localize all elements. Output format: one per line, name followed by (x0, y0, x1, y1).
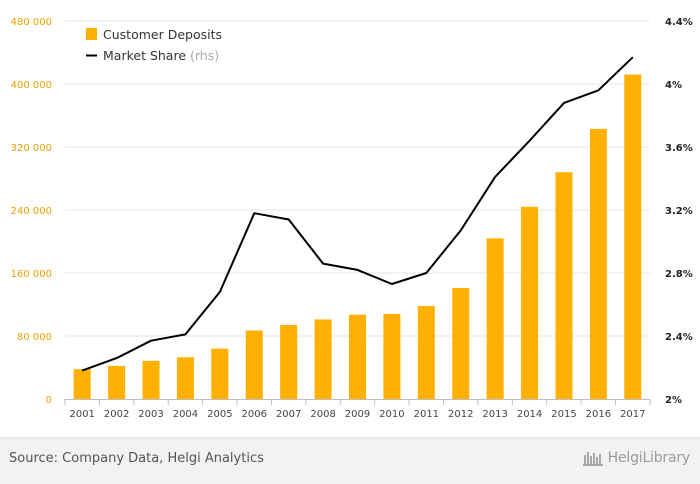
bar (73, 369, 91, 399)
x-tick-label: 2017 (620, 409, 645, 420)
y-right-tick-label: 2.4% (665, 332, 693, 343)
x-tick-label: 2011 (414, 409, 439, 420)
y-right-tick-label: 2% (665, 395, 682, 406)
bar (314, 319, 332, 399)
x-tick-label: 2003 (138, 409, 163, 420)
y-left-tick-label: 400 000 (11, 80, 52, 91)
bar (589, 128, 607, 399)
library-logo-icon (582, 452, 603, 466)
bar (555, 172, 573, 399)
x-tick-label: 2001 (69, 409, 94, 420)
y-left-tick-label: 0 (46, 395, 52, 406)
y-right-tick-label: 4.4% (665, 17, 693, 28)
bar (349, 314, 366, 399)
bar (486, 238, 504, 399)
x-tick-label: 2009 (345, 409, 370, 420)
legend-label-deposits: Customer Deposits (103, 27, 222, 42)
line-series (81, 56, 634, 372)
svg-text:Market Share(rhs): Market Share (rhs) (103, 48, 219, 63)
x-tick-label: 2013 (482, 409, 507, 420)
bar (521, 206, 539, 399)
bar (108, 365, 126, 399)
brand-name: HelgiLibrary (607, 450, 691, 466)
x-tick-label: 2007 (276, 409, 301, 420)
y-left-tick-label: 160 000 (11, 269, 52, 280)
legend-swatch-deposits (86, 28, 97, 40)
brand: HelgiLibrary (582, 450, 691, 466)
x-tick-label: 2010 (379, 409, 404, 420)
y-right-tick-label: 3.2% (665, 206, 693, 217)
bar (624, 74, 642, 400)
x-tick-label: 2016 (586, 409, 611, 420)
gridlines (65, 20, 650, 337)
x-tick-label: 2006 (242, 409, 267, 420)
source-note: Source: Company Data, Helgi Analytics (9, 451, 264, 466)
bar (280, 324, 298, 399)
bar (142, 360, 160, 399)
x-tick-label: 2002 (104, 409, 129, 420)
bar (417, 306, 435, 399)
legend-label-share: Market Share (103, 48, 186, 63)
bar (211, 348, 229, 399)
bar-series (73, 74, 642, 400)
bar (452, 287, 470, 399)
legend: Customer Deposits Market Share (rhs) (86, 27, 222, 63)
x-tick-label: 2004 (173, 409, 198, 420)
x-tick-label: 2015 (551, 409, 576, 420)
bar (383, 313, 401, 399)
y-right-tick-label: 3.6% (665, 143, 693, 154)
y-left-tick-label: 480 000 (11, 17, 52, 28)
bar (245, 330, 263, 399)
y-right-tick-label: 4% (665, 80, 682, 91)
bar (176, 357, 194, 399)
y-left-tick-label: 320 000 (11, 143, 52, 154)
axes: 0 2% 80 000 2.4% 160 000 2.8% 240 000 3.2% 320 0… (11, 17, 693, 420)
y-left-tick-label: 240 000 (11, 206, 52, 217)
x-tick-label: 2008 (310, 409, 335, 420)
y-left-tick-label: 80 000 (17, 332, 52, 343)
y-right-tick-label: 2.8% (665, 269, 693, 280)
x-tick-label: 2014 (517, 409, 542, 420)
chart: 0 2% 80 000 2.4% 160 000 2.8% 240 000 3.2% 320 0… (11, 17, 693, 420)
legend-label-share-suffix: (rhs) (190, 48, 219, 63)
footer: Source: Company Data, Helgi Analytics He… (0, 437, 700, 484)
x-tick-label: 2012 (448, 409, 473, 420)
x-tick-label: 2005 (207, 409, 232, 420)
market-share-line (81, 56, 634, 372)
